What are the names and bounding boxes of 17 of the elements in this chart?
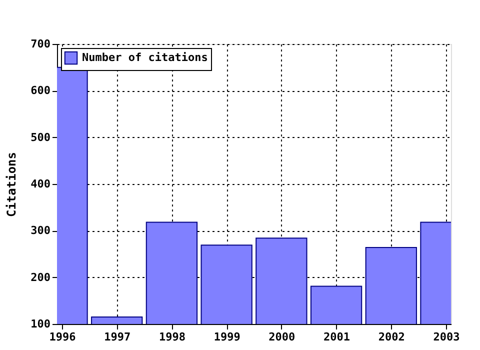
x-tick-label: 2000 <box>268 330 296 344</box>
y-tick-label: 400 <box>30 178 50 190</box>
x-tick-label: 1996 <box>49 330 76 344</box>
y-tick-label: 600 <box>30 84 50 98</box>
x-tick-label: 2001 <box>324 330 350 344</box>
y-tick-label: 200 <box>30 270 50 284</box>
x-tick-label: 1998 <box>158 330 186 344</box>
legend-label: Number of citations <box>82 51 208 64</box>
y-tick-label: 300 <box>30 224 50 238</box>
y-tick-label: 500 <box>30 130 50 144</box>
y-axis-title: Citations <box>4 152 19 218</box>
x-tick-label: 1999 <box>214 330 240 344</box>
x-tick-label: 2002 <box>378 330 405 344</box>
x-tick-label: 1997 <box>104 330 131 344</box>
y-tick-label: 100 <box>30 318 50 330</box>
x-tick-label: 2003 <box>433 330 460 344</box>
y-tick-label: 700 <box>30 38 50 50</box>
